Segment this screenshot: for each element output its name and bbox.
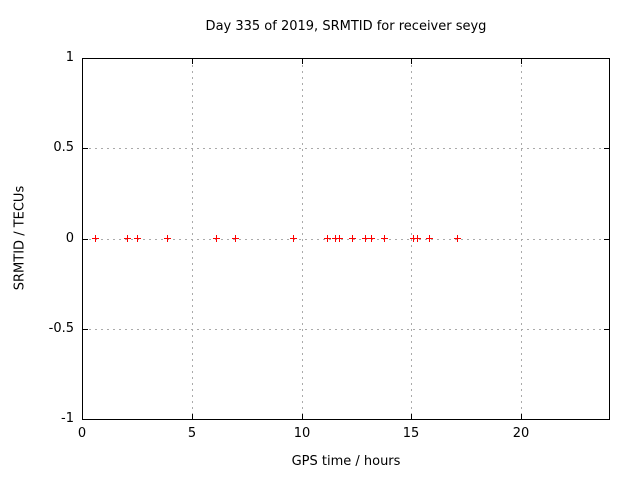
data-point — [410, 235, 417, 242]
y-tick-left — [83, 239, 88, 240]
x-tick-top — [302, 59, 303, 64]
x-tick-label: 10 — [293, 426, 311, 441]
x-tick-bottom — [411, 414, 412, 419]
y-gridline — [83, 329, 609, 330]
data-point — [324, 235, 331, 242]
y-tick-label: -1 — [61, 411, 74, 426]
y-tick-label: 0.5 — [53, 140, 74, 155]
data-point — [213, 235, 220, 242]
chart-title: Day 335 of 2019, SRMTID for receiver sey… — [205, 19, 487, 34]
y-gridline — [83, 148, 609, 149]
y-tick-right — [604, 329, 609, 330]
data-point — [232, 235, 239, 242]
y-tick-label: 1 — [65, 50, 74, 65]
data-point — [290, 235, 297, 242]
x-tick-top — [411, 59, 412, 64]
x-tick-label: 5 — [187, 426, 197, 441]
x-tick-bottom — [521, 414, 522, 419]
data-point — [349, 235, 356, 242]
y-tick-left — [83, 329, 88, 330]
data-point — [92, 235, 99, 242]
x-tick-label: 15 — [402, 426, 420, 441]
y-tick-left — [83, 148, 88, 149]
data-point — [124, 235, 131, 242]
y-tick-right — [604, 239, 609, 240]
x-tick-top — [521, 59, 522, 64]
y-axis-label: SRMTID / TECUs — [12, 185, 28, 291]
x-tick-bottom — [302, 414, 303, 419]
data-point — [368, 235, 375, 242]
data-point — [336, 235, 343, 242]
plot-area-border — [82, 58, 610, 420]
data-point — [134, 235, 141, 242]
data-point — [362, 235, 369, 242]
data-point — [381, 235, 388, 242]
data-point — [426, 235, 433, 242]
x-tick-bottom — [192, 414, 193, 419]
x-tick-label: 20 — [512, 426, 530, 441]
data-point — [332, 235, 339, 242]
y-tick-label: -0.5 — [48, 321, 74, 336]
y-tick-right — [604, 148, 609, 149]
data-point — [454, 235, 461, 242]
x-tick-top — [192, 59, 193, 64]
x-axis-label: GPS time / hours — [291, 454, 401, 469]
y-gridline — [83, 239, 609, 240]
y-tick-label: 0 — [65, 231, 74, 246]
data-point — [164, 235, 171, 242]
x-tick-label: 0 — [77, 426, 87, 441]
data-point — [414, 235, 421, 242]
